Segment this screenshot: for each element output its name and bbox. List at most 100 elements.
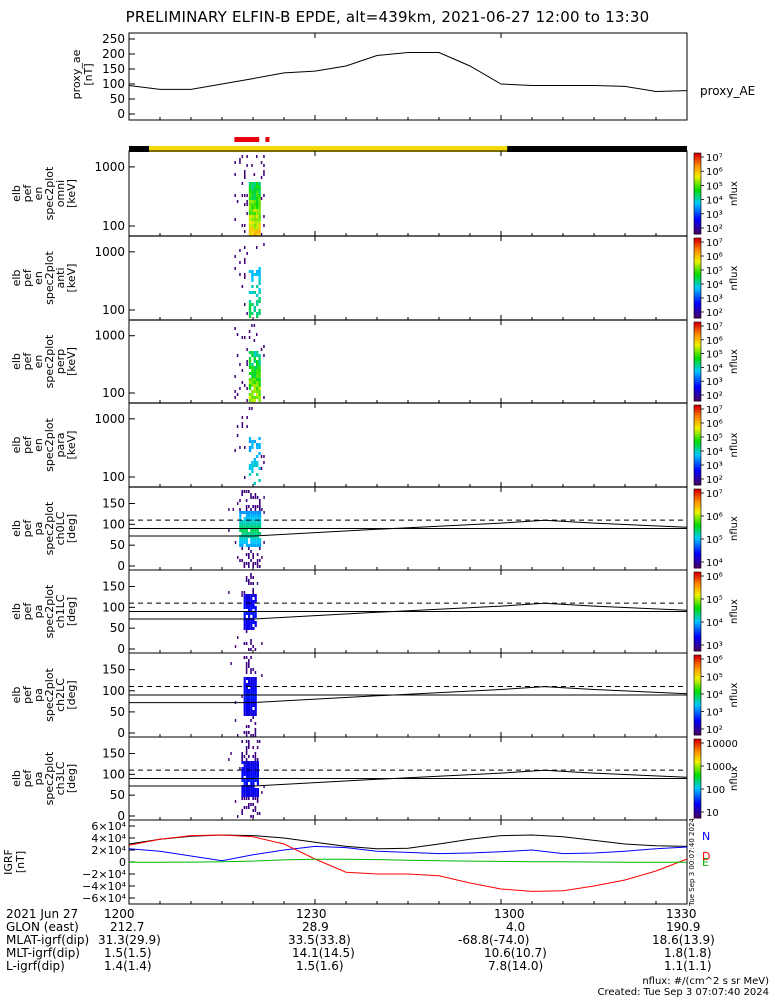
spectrogram-pixel: [254, 544, 257, 547]
spectrogram-pixel: [256, 455, 259, 458]
spectrogram-pixel: [248, 407, 251, 410]
spectrogram-pixel: [260, 161, 263, 164]
colorbar-tick-label: 10²: [706, 224, 723, 235]
colorbar-segment: [694, 727, 701, 730]
spectrogram-pixel: [243, 680, 246, 683]
colorbar-segment: [694, 778, 701, 781]
colorbar-segment: [694, 427, 701, 430]
y-tick-label: 150: [102, 663, 125, 677]
spectrogram-pixel: [256, 372, 259, 375]
spectrogram-pixel: [258, 366, 261, 369]
spectrogram-pixel: [241, 797, 243, 800]
spectrogram-pixel: [248, 704, 251, 707]
spectrogram-pixel: [251, 185, 254, 188]
colorbar-segment: [694, 173, 701, 176]
colorbar-tick-label: 10⁷: [706, 238, 723, 249]
spectrogram-pixel: [256, 273, 259, 276]
spectrogram-pixel: [254, 689, 257, 692]
colorbar-tick-label: 10⁷: [706, 405, 723, 416]
spectrogram-pixel: [256, 767, 259, 770]
spectrogram-pixel: [252, 529, 255, 532]
spectrogram-pixel: [258, 309, 261, 312]
spectrogram-pixel: [241, 779, 244, 782]
colorbar-segment: [694, 217, 701, 221]
colorbar-segment: [694, 655, 701, 658]
spectrogram-pixel: [252, 782, 255, 785]
spectrogram-pixel: [251, 182, 254, 185]
colorbar-segment: [694, 459, 701, 462]
colorbar-segment: [694, 453, 701, 456]
spectrogram-pixel: [251, 366, 254, 369]
spectrogram-pixel: [248, 556, 250, 559]
spectrogram-pixel: [254, 758, 257, 761]
spectrogram-pixel: [245, 779, 248, 782]
spectrogram-pixel: [252, 565, 254, 568]
spectrogram-pixel: [258, 363, 261, 366]
spectrogram-pixel: [250, 698, 253, 701]
spectrogram-pixel: [250, 692, 253, 695]
colorbar-segment: [694, 566, 701, 569]
spectrogram-pixel: [248, 683, 251, 686]
side-note: Tue Sep 3 00:07:40 2024: [688, 818, 696, 907]
colorbar-segment: [694, 607, 701, 611]
spectrogram-pixel: [248, 740, 250, 743]
spectrogram-pixel: [250, 526, 253, 529]
spectrogram-pixel: [244, 170, 246, 173]
colorbar-segment: [694, 195, 701, 199]
spectrogram-pixel: [239, 508, 241, 511]
footer-value: 1230: [296, 907, 327, 921]
spectrogram-pixel: [245, 517, 248, 520]
y-axis-label: pef: [21, 268, 34, 287]
colorbar-segment: [694, 713, 701, 716]
colorbar-segment: [694, 550, 701, 553]
spectrogram-pixel: [256, 363, 259, 366]
colorbar-segment: [694, 577, 701, 581]
colorbar-segment: [694, 647, 701, 650]
spectrogram-pixel: [263, 173, 265, 176]
spectrogram-pixel: [234, 449, 236, 452]
colorbar-segment: [694, 205, 701, 209]
spectrogram-pixel: [248, 330, 251, 333]
spectrogram-pixel: [252, 520, 255, 523]
spectrogram-pixel: [263, 496, 265, 499]
spectrogram-pixel: [251, 461, 254, 464]
y-axis-label: spec2plot: [43, 334, 56, 388]
spectrogram-pixel: [256, 473, 259, 476]
colorbar-tick-label: 10⁶: [706, 655, 723, 666]
footer-row-mlt: MLT-igrf(dip) 1.5(1.5) 14.1(14.5) 10.6(1…: [6, 946, 766, 960]
spectrogram-pixel: [254, 523, 257, 526]
colorbar-segment: [694, 609, 701, 612]
spectrogram-pixel: [243, 695, 246, 698]
colorbar-tick-label: 10²: [706, 391, 723, 402]
spectrogram-pixel: [243, 761, 246, 764]
spectrogram-pixel: [243, 791, 246, 794]
spectrogram-pixel: [243, 526, 246, 529]
spectrogram-pixel: [234, 194, 236, 197]
spectrogram-pixel: [244, 203, 246, 206]
spectrogram-pixel: [251, 233, 254, 236]
spectrogram-pixel: [236, 434, 239, 437]
colorbar-segment: [694, 175, 701, 178]
colorbar-segment: [694, 302, 701, 305]
spectrogram-pixel: [258, 200, 261, 203]
y-axis-label: elb: [10, 603, 23, 620]
spectrogram-pixel: [251, 470, 254, 473]
spectrogram-pixel: [250, 600, 253, 603]
spectrogram-pixel: [254, 686, 257, 689]
spectrogram-pixel: [245, 782, 248, 785]
spectrogram-pixel: [256, 303, 259, 306]
spectrogram-pixel: [260, 197, 263, 200]
colorbar-segment: [694, 367, 701, 370]
colorbar-tick-label: 10⁵: [706, 350, 723, 361]
spectrogram-pixel: [243, 797, 246, 800]
y-tick-label: 100: [102, 767, 125, 781]
spectrogram-pixel: [248, 203, 252, 206]
footer-value: 31.3(29.9): [98, 933, 161, 947]
colorbar-segment: [694, 335, 701, 339]
spectrogram-pixel: [248, 579, 250, 582]
spectrogram-pixel: [253, 188, 256, 191]
spectrogram-pixel: [258, 218, 261, 221]
spectrogram-pixel: [254, 779, 257, 782]
colorbar-segment: [694, 794, 701, 797]
colorbar-segment: [694, 227, 701, 231]
